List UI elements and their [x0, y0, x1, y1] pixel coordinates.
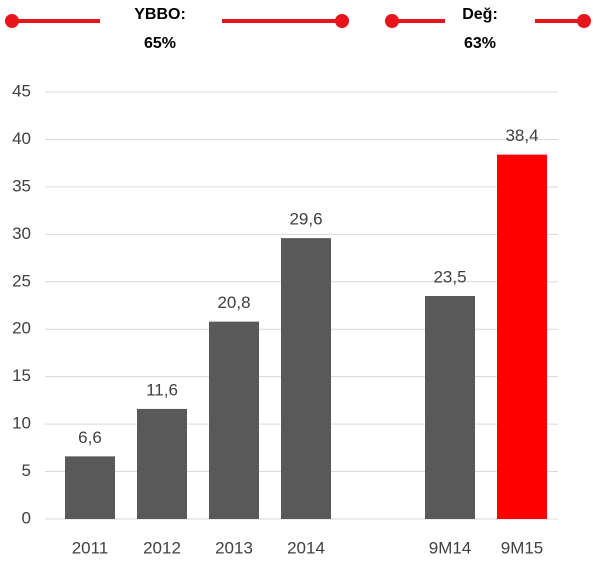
bar: [281, 238, 331, 519]
bar: [425, 296, 475, 519]
bar: [209, 321, 259, 519]
annotation-text: Değ:: [462, 6, 498, 23]
y-tick-label: 0: [22, 508, 31, 527]
x-tick-label: 2014: [287, 538, 325, 557]
y-tick-label: 15: [12, 366, 31, 385]
y-tick-label: 25: [12, 271, 31, 290]
annotation-dot: [335, 14, 349, 28]
value-label: 6,6: [78, 428, 102, 447]
bar: [65, 456, 115, 519]
value-label: 11,6: [146, 380, 178, 399]
value-label: 23,5: [433, 267, 466, 286]
y-tick-label: 30: [12, 224, 31, 243]
x-tick-label: 2013: [215, 538, 253, 557]
x-tick-label: 2011: [72, 538, 109, 557]
y-tick-label: 10: [12, 414, 31, 433]
annotation-text: 65%: [144, 35, 176, 52]
y-tick-label: 5: [22, 461, 31, 480]
y-tick-label: 20: [12, 319, 31, 338]
value-label: 20,8: [217, 293, 250, 312]
value-label: 38,4: [505, 126, 538, 145]
bar: [497, 154, 547, 520]
x-tick-label: 9M14: [429, 538, 472, 557]
x-tick-label: 9M15: [501, 538, 544, 557]
annotation-text: 63%: [464, 35, 496, 52]
y-tick-label: 45: [12, 81, 31, 100]
annotation-text: YBBO:: [134, 6, 186, 23]
y-tick-label: 35: [12, 176, 31, 195]
annotation-dot: [577, 14, 591, 28]
bar: [137, 408, 187, 519]
x-tick-label: 2012: [143, 538, 181, 557]
annotation-dot: [385, 14, 399, 28]
annotation-dot: [5, 14, 19, 28]
y-tick-label: 40: [12, 129, 31, 148]
value-label: 29,6: [289, 210, 322, 229]
